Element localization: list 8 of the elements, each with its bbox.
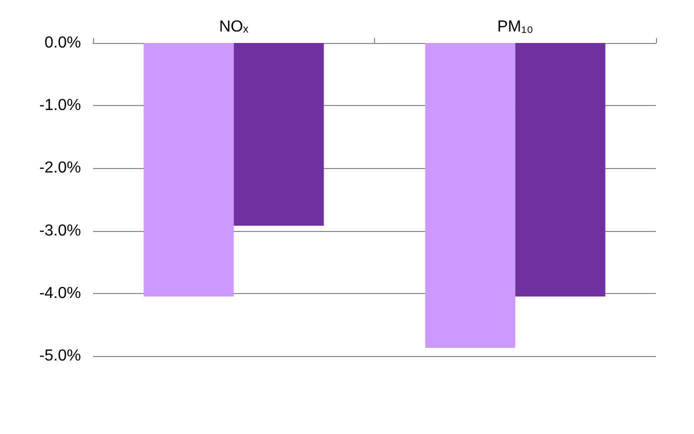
y-tick-label: -2.0% xyxy=(39,160,81,177)
y-tick-label: -5.0% xyxy=(39,348,81,364)
x-tick-label: PM₁₀ xyxy=(497,18,534,36)
y-tick-label: -1.0% xyxy=(39,97,81,114)
y-tick-label: -4.0% xyxy=(39,284,81,302)
y-tick-label: 0.0% xyxy=(44,34,81,52)
x-tick-label: NOₓ xyxy=(219,18,250,36)
y-tick-label: -3.0% xyxy=(39,222,81,240)
